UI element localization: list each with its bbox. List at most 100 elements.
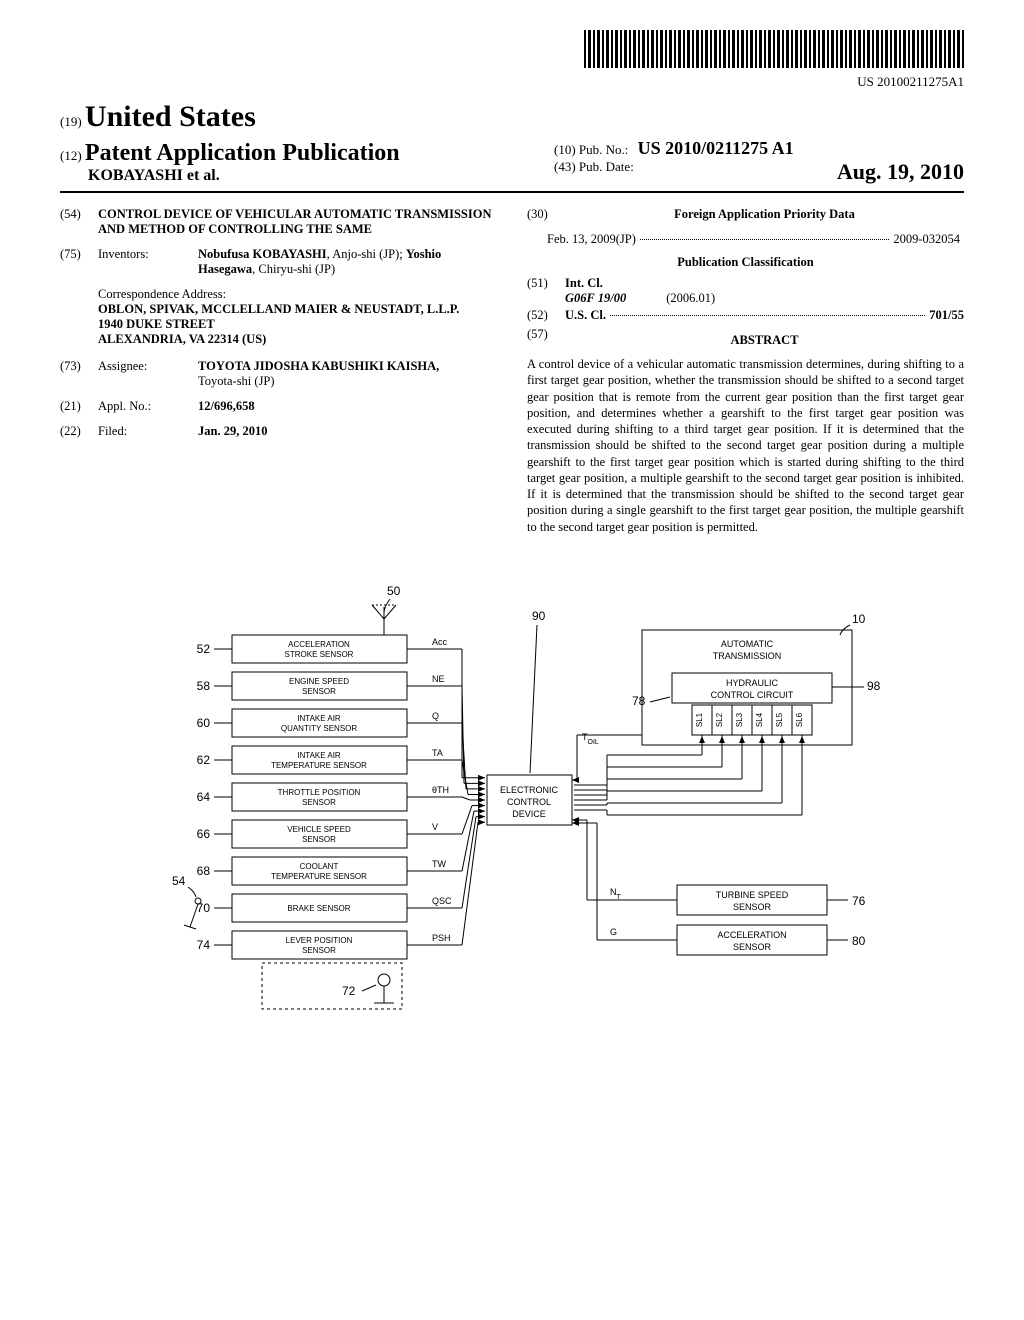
intcl-label: Int. Cl. [565,276,964,291]
hcc-label-2: CONTROL CIRCUIT [711,690,794,700]
section-21: (21) Appl. No.: 12/696,658 [60,399,497,414]
foreign-cc: (JP) [616,232,636,247]
ecd-label-3: DEVICE [512,809,546,819]
svg-text:SL5: SL5 [775,712,784,727]
inventors-label: Inventors: [98,247,198,277]
country-name: United States [85,100,256,133]
block-diagram-svg: 50 54 52ACCELERATIONSTROKE SENSORAcc58EN… [132,575,892,1015]
svg-text:TEMPERATURE SENSOR: TEMPERATURE SENSOR [271,761,367,770]
title-left: (12) Patent Application Publication KOBA… [60,140,400,185]
foreign-num: 2009-032054 [893,232,960,247]
dotted-leader [640,230,889,240]
svg-text:TEMPERATURE SENSOR: TEMPERATURE SENSOR [271,872,367,881]
svg-text:LEVER POSITION: LEVER POSITION [286,936,353,945]
code-43: (43) [554,159,576,174]
dotted-leader-2 [610,306,925,316]
sec-num-75: (75) [60,247,98,277]
pub-classification-header: Publication Classification [527,255,964,270]
inventor-name-1: Nobufusa KOBAYASHI [198,247,327,261]
filed-label: Filed: [98,424,198,439]
sec-num-52: (52) [527,308,565,323]
svg-text:SL6: SL6 [795,712,804,727]
svg-text:COOLANT: COOLANT [300,862,339,871]
svg-text:68: 68 [197,864,211,878]
appl-label: Appl. No.: [98,399,198,414]
svg-text:TW: TW [432,859,446,869]
sig-g: G [610,927,617,937]
biblio-columns: (54) CONTROL DEVICE OF VEHICULAR AUTOMAT… [60,207,964,535]
code-19: (19) [60,114,82,129]
assignee-label: Assignee: [98,359,198,389]
turbine-label-2: SENSOR [733,902,772,912]
svg-text:Q: Q [432,711,439,721]
barcode-region [60,30,964,72]
hcc-label-1: HYDRAULIC [726,678,779,688]
assignee-body: TOYOTA JIDOSHA KABUSHIKI KAISHA, Toyota-… [198,359,497,389]
svg-text:INTAKE AIR: INTAKE AIR [297,751,341,760]
svg-text:TA: TA [432,748,443,758]
appl-no: 12/696,658 [198,399,497,414]
foreign-header: Foreign Application Priority Data [565,207,964,222]
ecd-label-1: ELECTRONIC [500,785,559,795]
svg-text:66: 66 [197,827,211,841]
svg-text:SL2: SL2 [715,712,724,727]
correspondence-block: Correspondence Address: OBLON, SPIVAK, M… [98,287,497,347]
foreign-priority-row: Feb. 13, 2009 (JP) 2009-032054 [527,232,964,247]
section-30: (30) Foreign Application Priority Data [527,207,964,228]
svg-text:THROTTLE POSITION: THROTTLE POSITION [278,788,361,797]
sec-num-51: (51) [527,276,565,306]
assignee-loc: Toyota-shi (JP) [198,374,497,389]
abstract-header: ABSTRACT [565,333,964,348]
corr-street: 1940 DUKE STREET [98,317,497,332]
abstract-text: A control device of a vehicular automati… [527,356,964,535]
corr-label: Correspondence Address: [98,287,497,302]
svg-text:70: 70 [197,901,211,915]
ecd-label-2: CONTROL [507,797,551,807]
assignee-name: TOYOTA JIDOSHA KABUSHIKI KAISHA, [198,359,497,374]
intcl-code: G06F 19/00 [565,291,626,306]
uscl-code: 701/55 [929,308,964,323]
corr-city: ALEXANDRIA, VA 22314 (US) [98,332,497,347]
section-57: (57) ABSTRACT [527,327,964,354]
barcode-graphic [584,30,964,68]
right-column: (30) Foreign Application Priority Data F… [527,207,964,535]
title-row: (12) Patent Application Publication KOBA… [60,138,964,185]
svg-text:STROKE SENSOR: STROKE SENSOR [285,650,354,659]
sec-num-21: (21) [60,399,98,414]
svg-text:Acc: Acc [432,637,448,647]
intcl-date: (2006.01) [666,291,715,306]
ref-78: 78 [632,694,646,708]
svg-text:SL3: SL3 [735,712,744,727]
svg-text:INTAKE AIR: INTAKE AIR [297,714,341,723]
section-51: (51) Int. Cl. G06F 19/00 (2006.01) [527,276,964,306]
ref-98: 98 [867,679,881,693]
title-right: (10) Pub. No.: US 2010/0211275 A1 (43) P… [554,138,964,185]
svg-text:QUANTITY SENSOR: QUANTITY SENSOR [281,724,358,733]
svg-text:62: 62 [197,753,211,767]
sig-toil: TOIL [582,732,599,746]
uscl-label: U.S. Cl. [565,308,606,323]
sl-boxes: SL1 SL2 SL3 SL4 SL5 SL6 [574,705,812,815]
svg-text:58: 58 [197,679,211,693]
at-label-2: TRANSMISSION [713,651,782,661]
section-22: (22) Filed: Jan. 29, 2010 [60,424,497,439]
svg-text:ACCELERATION: ACCELERATION [288,640,350,649]
pub-date-label: Pub. Date: [579,159,634,174]
svg-text:SENSOR: SENSOR [302,946,336,955]
sec-num-54: (54) [60,207,98,237]
section-52: (52) U.S. Cl. 701/55 [527,308,964,323]
accel-label-2: SENSOR [733,942,772,952]
svg-text:NE: NE [432,674,445,684]
svg-text:VEHICLE SPEED: VEHICLE SPEED [287,825,351,834]
ref-90: 90 [532,609,546,623]
sec-num-57: (57) [527,327,565,354]
pub-no: US 2010/0211275 A1 [638,138,794,158]
section-73: (73) Assignee: TOYOTA JIDOSHA KABUSHIKI … [60,359,497,389]
svg-text:SL4: SL4 [755,712,764,727]
figure-diagram: 50 54 52ACCELERATIONSTROKE SENSORAcc58EN… [60,575,964,1015]
code-12: (12) [60,148,82,163]
ref-50: 50 [387,584,401,598]
barcode-doc-number: US 20100211275A1 [60,74,964,90]
svg-text:SL1: SL1 [695,712,704,727]
section-54: (54) CONTROL DEVICE OF VEHICULAR AUTOMAT… [60,207,497,237]
